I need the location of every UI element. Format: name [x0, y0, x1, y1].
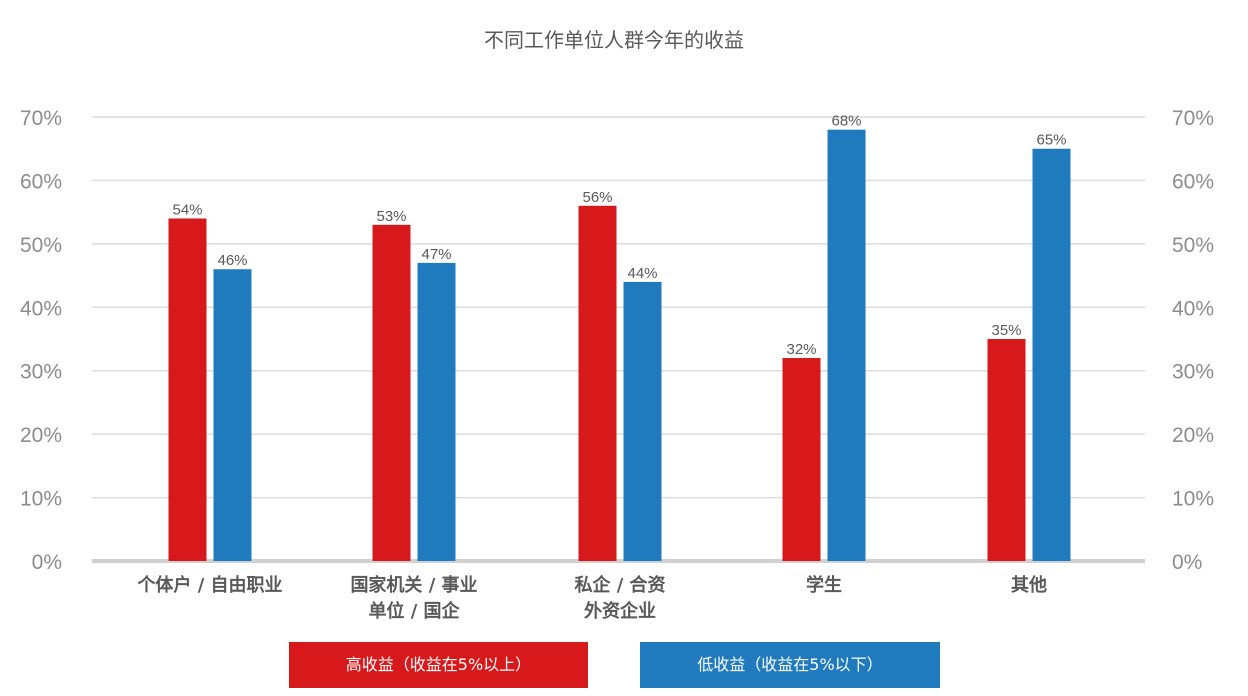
y-tick-label-right: 60%	[1172, 170, 1214, 193]
bar[interactable]	[168, 218, 207, 561]
x-tick-label: 国家机关 / 事业	[350, 574, 477, 596]
y-tick-label-left: 10%	[20, 488, 62, 511]
x-tick-label: 外资企业	[584, 600, 656, 622]
bar[interactable]	[417, 262, 456, 561]
y-tick-label-right: 0%	[1172, 551, 1202, 574]
bar[interactable]	[372, 224, 411, 562]
legend-label[interactable]: 低收益（收益在5%以下）	[697, 655, 882, 674]
x-tick-label: 私企 / 合资	[574, 574, 665, 596]
data-label: 54%	[172, 201, 202, 218]
y-tick-label-left: 50%	[20, 234, 62, 257]
legend-swatch[interactable]	[289, 642, 588, 688]
data-label: 47%	[421, 246, 451, 263]
y-tick-label-right: 30%	[1172, 361, 1214, 384]
data-label: 46%	[217, 252, 247, 269]
bars	[168, 129, 1071, 562]
bar[interactable]	[623, 281, 662, 561]
gridlines	[92, 116, 1145, 563]
x-tick-label: 个体户 / 自由职业	[136, 574, 282, 596]
bar[interactable]	[827, 129, 866, 561]
y-tick-label-right: 40%	[1172, 297, 1214, 320]
legend-swatch[interactable]	[640, 642, 940, 688]
y-axis-right: 0% 10% 20% 30% 40% 50% 60% 70%	[1172, 107, 1214, 574]
y-tick-label-left: 40%	[20, 297, 62, 320]
legend[interactable]: 高收益（收益在5%以上） 低收益（收益在5%以下）	[289, 642, 940, 688]
bar[interactable]	[987, 339, 1026, 561]
y-axis-left: 0% 10% 20% 30% 40% 50% 60% 70%	[20, 107, 62, 574]
data-labels: 54% 46% 53% 47% 56% 44% 32% 68% 35% 65%	[172, 113, 1066, 358]
y-tick-label-left: 60%	[20, 170, 62, 193]
y-tick-label-left: 20%	[20, 424, 62, 447]
bar[interactable]	[782, 358, 821, 561]
bar[interactable]	[1032, 148, 1071, 561]
x-tick-label: 单位 / 国企	[368, 600, 460, 622]
data-label: 32%	[786, 341, 816, 358]
legend-label[interactable]: 高收益（收益在5%以上）	[346, 655, 531, 674]
x-tick-label: 学生	[806, 574, 842, 596]
data-label: 68%	[831, 113, 861, 130]
data-label: 65%	[1036, 132, 1066, 149]
data-label: 53%	[376, 208, 406, 225]
x-tick-label: 其他	[1011, 574, 1047, 596]
bar[interactable]	[578, 205, 617, 562]
y-tick-label-right: 10%	[1172, 488, 1214, 511]
data-label: 56%	[582, 189, 612, 206]
y-tick-label-right: 70%	[1172, 107, 1214, 130]
y-tick-label-left: 70%	[20, 107, 62, 130]
y-tick-label-right: 20%	[1172, 424, 1214, 447]
data-label: 44%	[627, 265, 657, 282]
chart-title: 不同工作单位人群今年的收益	[484, 28, 744, 52]
y-tick-label-left: 0%	[32, 551, 62, 574]
bar[interactable]	[213, 269, 252, 561]
y-tick-label-right: 50%	[1172, 234, 1214, 257]
y-tick-label-left: 30%	[20, 361, 62, 384]
data-label: 35%	[991, 322, 1021, 339]
